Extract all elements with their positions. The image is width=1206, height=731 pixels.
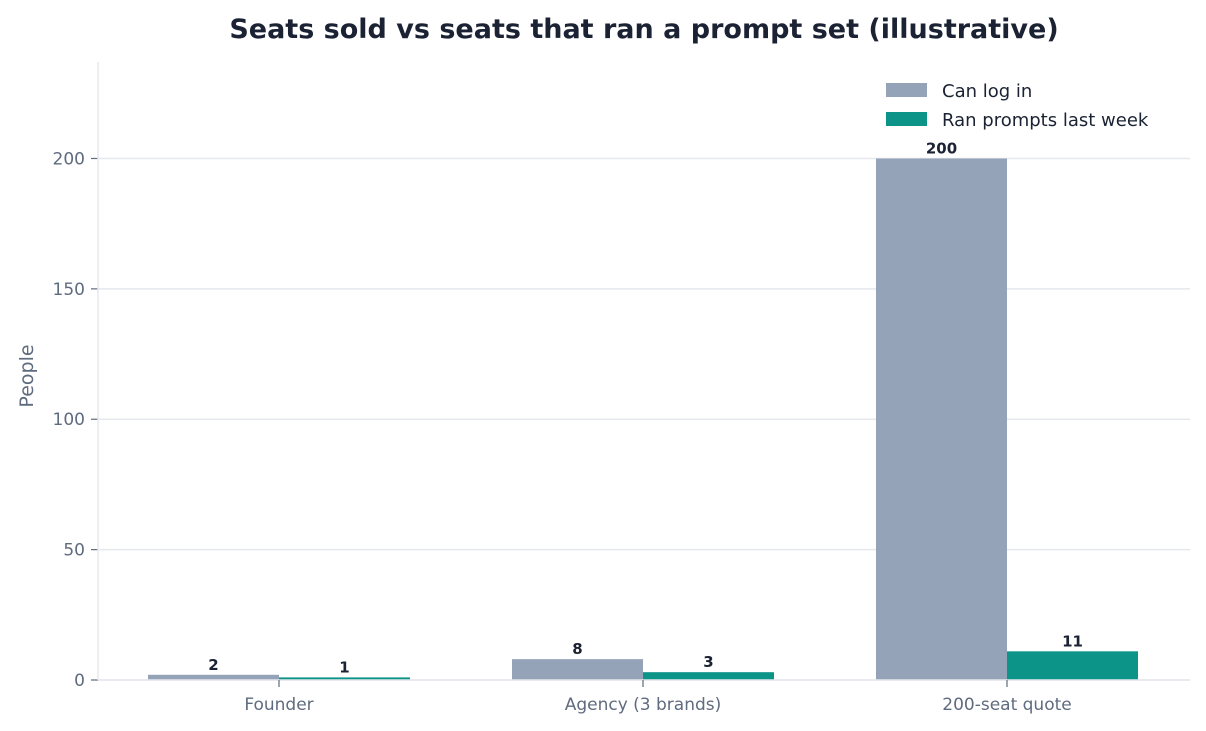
data-label: 8 — [572, 640, 582, 658]
chart-title: Seats sold vs seats that ran a prompt se… — [229, 14, 1058, 45]
legend-swatch — [886, 83, 927, 97]
y-tick-label: 150 — [53, 280, 85, 300]
data-label: 2 — [208, 656, 218, 674]
y-tick-label: 50 — [63, 541, 85, 561]
legend-entry: Ran prompts last week — [942, 110, 1149, 131]
gridlines — [98, 157, 1190, 681]
bar — [148, 674, 279, 680]
bar — [512, 659, 643, 680]
data-label: 11 — [1062, 632, 1083, 650]
y-tick-label: 100 — [53, 410, 85, 430]
bar — [876, 158, 1007, 680]
y-tick-label: 0 — [74, 671, 85, 691]
x-tick-label: Founder — [244, 695, 313, 715]
x-tick-label: Agency (3 brands) — [565, 695, 722, 715]
legend: Can log in Ran prompts last week — [886, 81, 1149, 131]
data-label: 3 — [703, 653, 713, 671]
y-axis: 0 50 100 150 200 — [53, 62, 99, 691]
bar — [1007, 651, 1138, 680]
data-label: 200 — [926, 139, 957, 157]
bar — [643, 672, 774, 680]
bars: 2 1 8 3 200 11 — [148, 139, 1138, 680]
x-axis: Founder Agency (3 brands) 200-seat quote — [98, 679, 1190, 715]
y-axis-label: People — [16, 344, 38, 407]
data-label: 1 — [339, 658, 349, 676]
bar — [279, 677, 410, 680]
y-tick-label: 200 — [53, 149, 85, 169]
x-tick-label: 200-seat quote — [942, 695, 1071, 715]
legend-entry: Can log in — [942, 81, 1032, 102]
legend-swatch — [886, 112, 927, 126]
